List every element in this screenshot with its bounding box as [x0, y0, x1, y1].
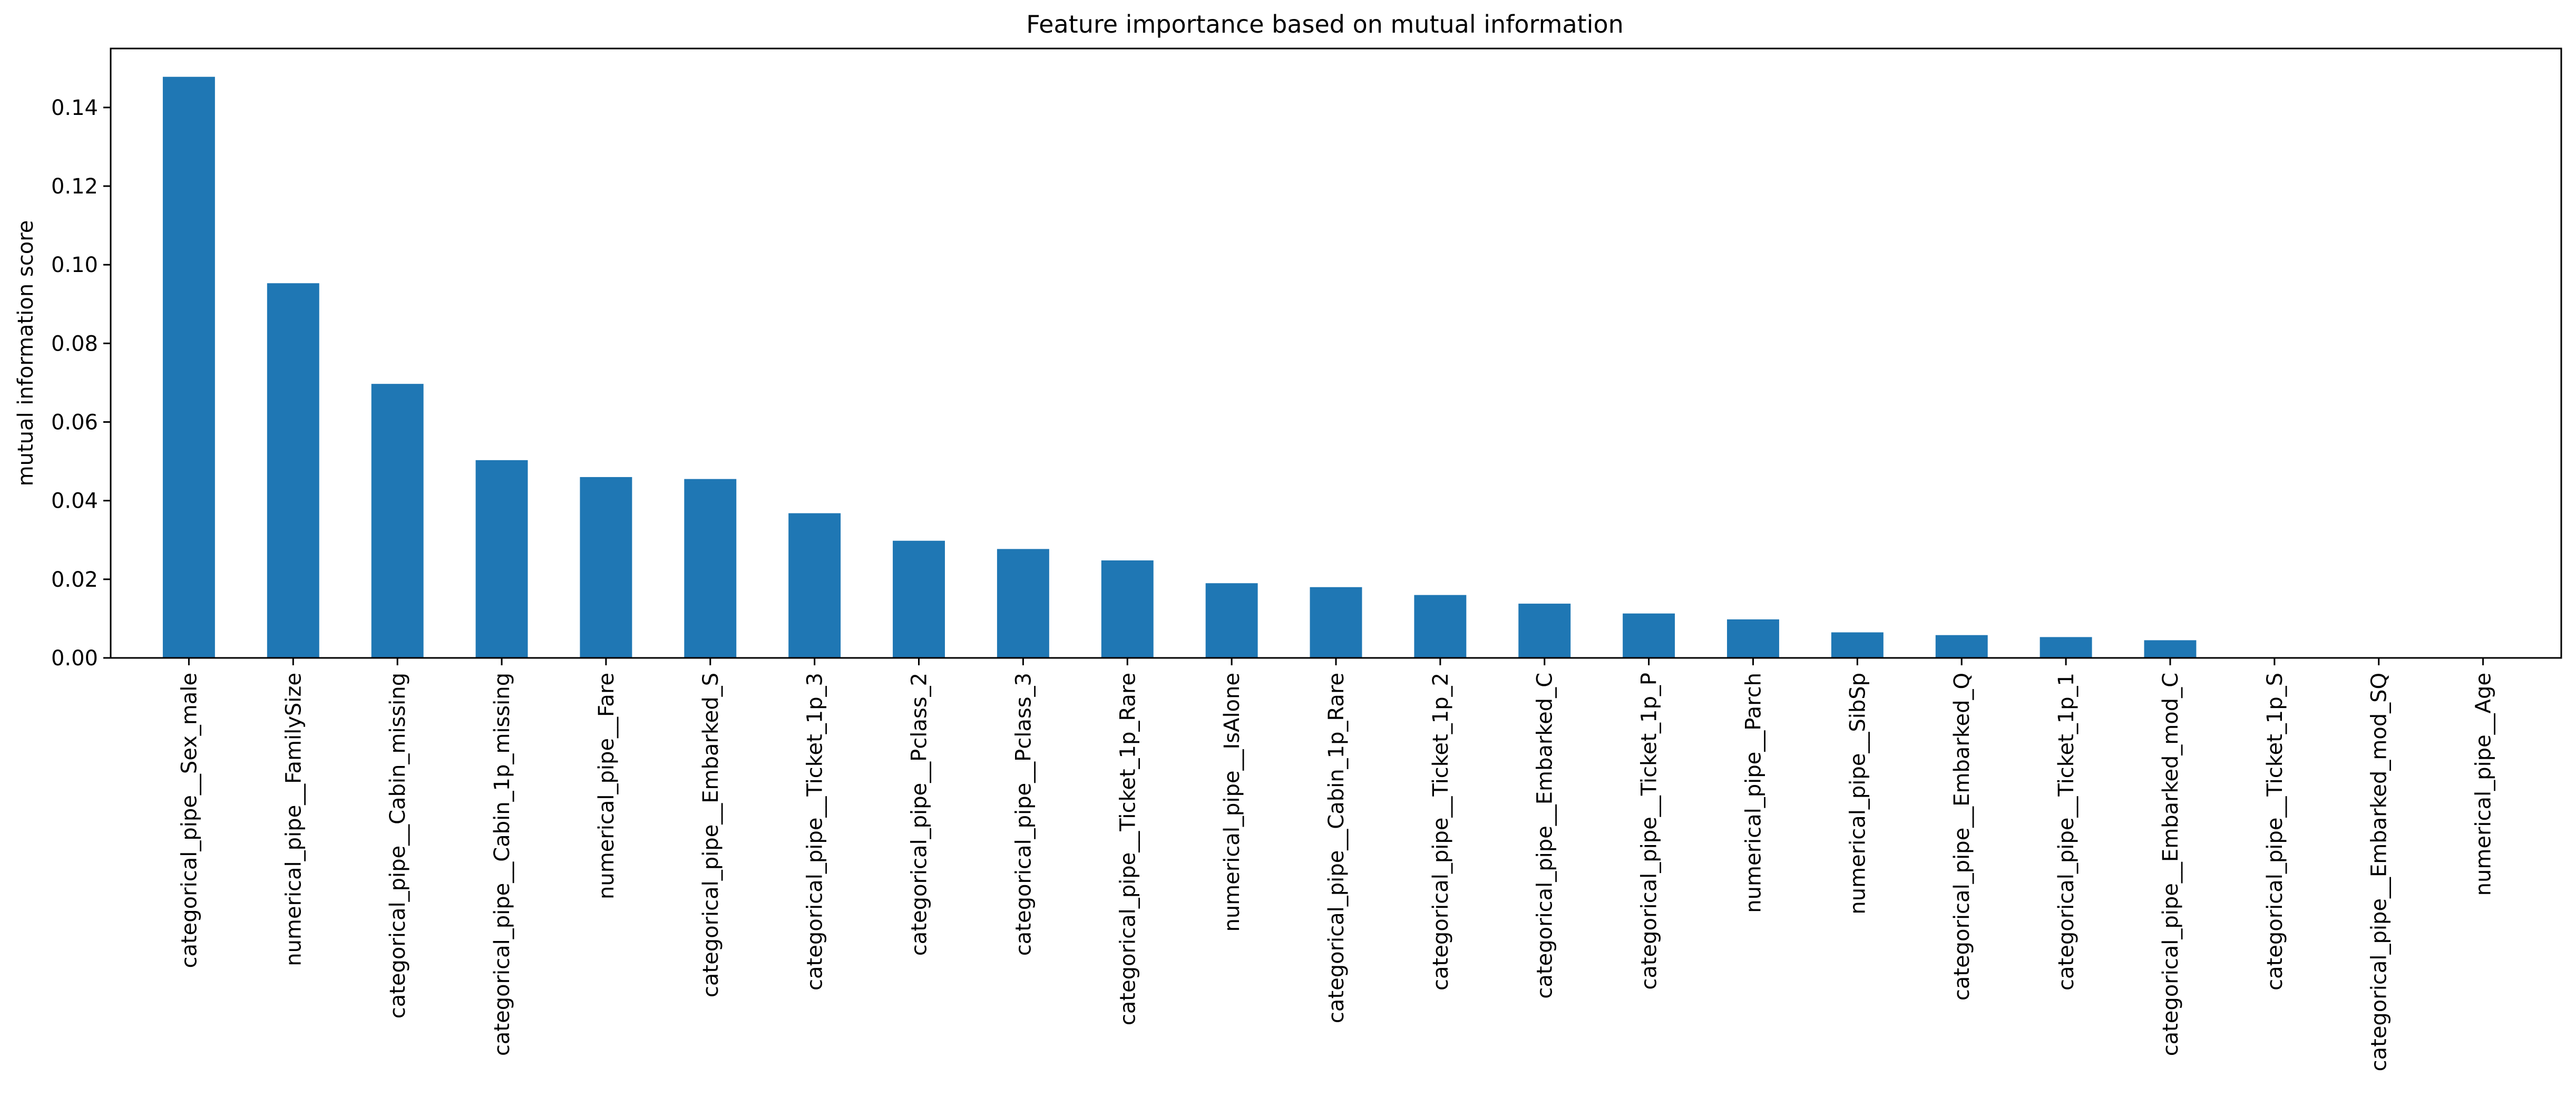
y-tick-label: 0.08	[51, 332, 98, 356]
bar	[1727, 619, 1779, 658]
bar	[1518, 604, 1571, 658]
bar	[371, 384, 424, 658]
x-tick-label: numerical_pipe__Fare	[594, 673, 619, 899]
axes-frame	[110, 47, 2562, 659]
x-tick-label: categorical_pipe__Ticket_1p_3	[803, 673, 827, 991]
x-tick-label: categorical_pipe__Ticket_1p_1	[2054, 673, 2079, 991]
x-tick-label: numerical_pipe__IsAlone	[1220, 673, 1244, 932]
bar	[1831, 632, 1884, 658]
y-tick-label: 0.14	[51, 96, 98, 120]
bar	[1414, 595, 1467, 658]
bar	[684, 479, 737, 658]
x-tick-label: categorical_pipe__Cabin_1p_missing	[490, 673, 514, 1056]
y-tick-label: 0.00	[51, 646, 98, 671]
y-tick-label: 0.12	[51, 174, 98, 199]
bar	[267, 283, 319, 658]
x-tick-label: categorical_pipe__Embarked_S	[699, 673, 723, 997]
bar	[475, 460, 528, 658]
bar	[2040, 637, 2092, 658]
chart-title: Feature importance based on mutual infor…	[1026, 10, 1624, 38]
x-tick-label: categorical_pipe__Ticket_1p_2	[1429, 673, 1453, 991]
plot-area: 0.00 0.02 0.04 0.06 0.08 0.10 0.12 0.14 categori…	[51, 76, 2496, 1071]
x-tick-label: categorical_pipe__Pclass_3	[1011, 673, 1036, 956]
y-tick-label: 0.10	[51, 253, 98, 277]
x-tick-label: categorical_pipe__Ticket_1p_S	[2263, 673, 2287, 991]
y-tick-label: 0.04	[51, 489, 98, 513]
x-tick-label: categorical_pipe__Cabin_1p_Rare	[1324, 673, 1349, 1023]
x-tick-label: categorical_pipe__Embarked_Q	[1950, 673, 1974, 1001]
bar	[1205, 583, 1258, 658]
x-tick-label: categorical_pipe__Ticket_1p_Rare	[1116, 673, 1140, 1025]
bar	[997, 549, 1049, 658]
bar	[2144, 640, 2197, 658]
x-tick-label: numerical_pipe__FamilySize	[281, 673, 306, 966]
y-axis-label: mutual information score	[14, 220, 38, 487]
bar	[1935, 635, 1988, 658]
x-tick-label: numerical_pipe__SibSp	[1846, 673, 1870, 915]
bar	[788, 513, 841, 658]
x-tick-label: categorical_pipe__Embarked_mod_SQ	[2367, 673, 2392, 1071]
bar	[1623, 613, 1675, 658]
x-tick-label: categorical_pipe__Embarked_mod_C	[2159, 673, 2183, 1056]
bar	[893, 540, 945, 658]
bar	[162, 76, 215, 658]
bar	[1310, 587, 1362, 658]
bar	[1101, 560, 1154, 658]
bar	[580, 477, 632, 658]
x-tick-label: categorical_pipe__Ticket_1p_P	[1637, 673, 1662, 990]
y-tick-label: 0.02	[51, 568, 98, 592]
x-tick-label: numerical_pipe__Age	[2472, 673, 2496, 896]
x-tick-label: categorical_pipe__Embarked_C	[1533, 673, 1557, 999]
x-tick-label: numerical_pipe__Parch	[1741, 673, 1765, 913]
y-tick-label: 0.06	[51, 411, 98, 435]
x-tick-label: categorical_pipe__Cabin_missing	[386, 673, 410, 1018]
x-tick-label: categorical_pipe__Pclass_2	[908, 673, 932, 956]
x-tick-label: categorical_pipe__Sex_male	[177, 673, 201, 968]
